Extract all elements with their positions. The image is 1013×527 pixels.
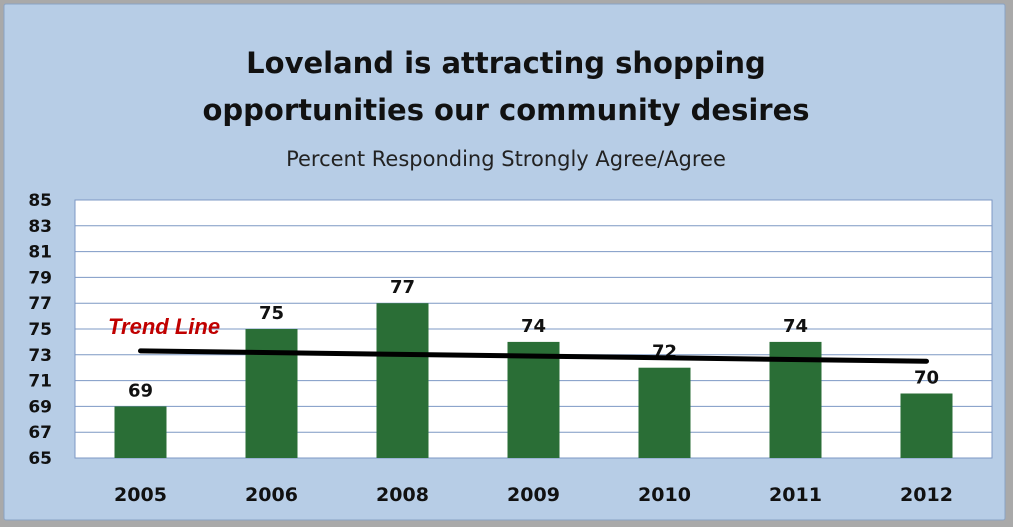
trend-line-label: Trend Line [108,314,220,339]
y-tick-label: 75 [28,320,52,340]
y-tick-label: 77 [28,294,52,314]
x-axis-categories: 2005 2006 2008 2009 2010 2011 2012 [114,484,953,506]
x-category-label: 2010 [638,484,691,506]
y-tick-label: 71 [28,372,52,392]
y-tick-label: 81 [28,243,52,263]
trend-line-group: Trend Line [108,314,929,364]
data-label: 77 [390,277,415,298]
bar-2006 [245,329,298,458]
chart-title-line-2: opportunities our community desires [202,93,809,127]
y-tick-label: 83 [28,217,52,237]
x-category-label: 2008 [376,484,429,506]
x-category-label: 2005 [114,484,167,506]
bar-2009 [507,341,560,458]
x-category-label: 2006 [245,484,298,506]
y-tick-label: 73 [28,346,52,366]
bars [114,303,953,458]
x-category-label: 2012 [900,484,953,506]
data-label: 74 [521,316,546,337]
y-tick-label: 85 [28,191,52,211]
y-tick-label: 69 [28,397,52,417]
x-category-label: 2009 [507,484,560,506]
data-label: 75 [259,303,284,324]
data-label: 74 [783,316,808,337]
x-category-label: 2011 [769,484,822,506]
chart-subtitle: Percent Responding Strongly Agree/Agree [286,147,726,171]
y-tick-label: 65 [28,449,52,469]
chart-title-line-1: Loveland is attracting shopping [246,46,766,80]
data-label: 70 [914,368,939,389]
bar-2005 [114,406,167,458]
data-label: 69 [128,380,153,401]
y-axis-ticks: 85 83 81 79 77 75 73 71 69 67 65 [28,191,52,469]
trend-line [138,348,929,364]
bar-2012 [900,393,953,458]
y-tick-label: 79 [28,268,52,288]
bar-2008 [376,303,429,458]
y-tick-label: 67 [28,423,52,443]
bar-2010 [638,367,691,458]
